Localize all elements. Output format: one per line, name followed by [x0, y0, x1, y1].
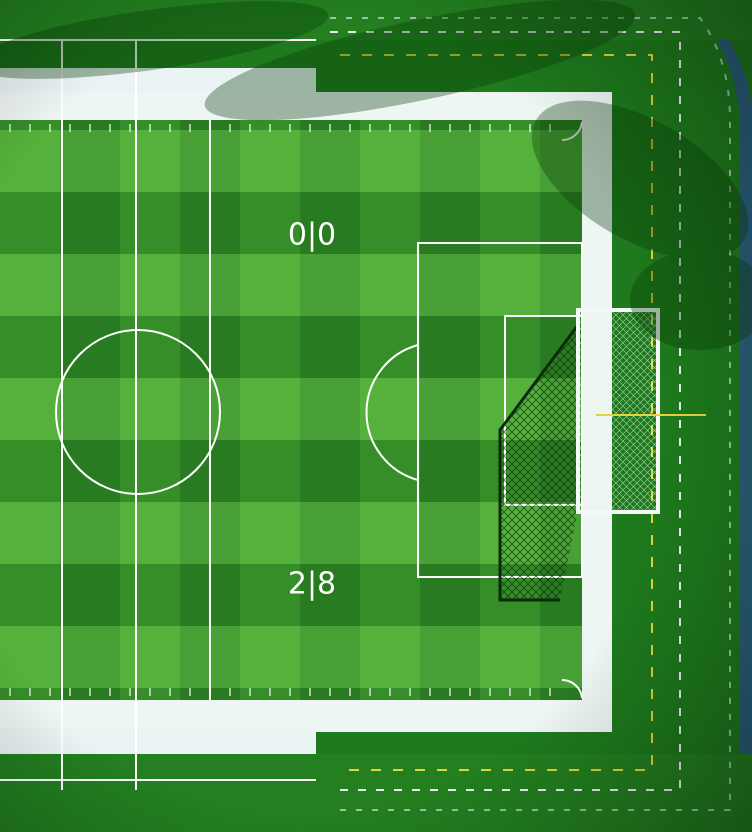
pitch-number: 2|8: [288, 567, 336, 602]
pitch-number: 0|0: [288, 218, 336, 253]
